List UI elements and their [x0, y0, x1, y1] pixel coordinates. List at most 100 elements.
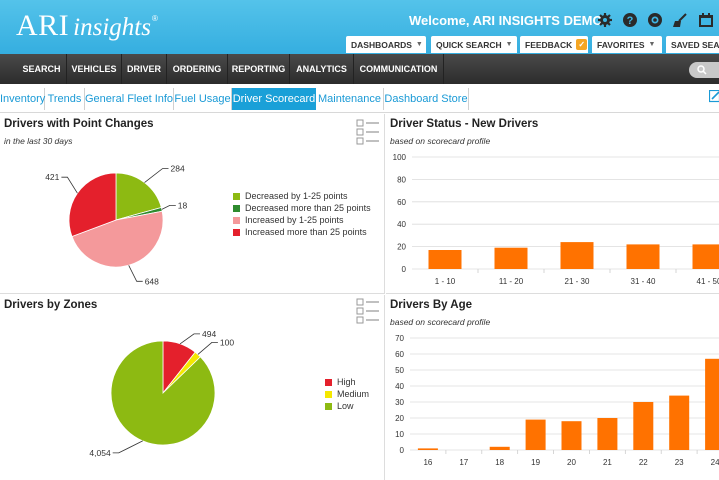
bar: [692, 244, 719, 269]
pie-value-label: 421: [45, 172, 59, 182]
legend-item: Low: [325, 400, 369, 412]
pie-label-connector: [112, 440, 143, 454]
help-icon[interactable]: ?: [622, 12, 638, 28]
pie-label-connector: [61, 176, 78, 194]
bar: [560, 242, 594, 269]
legend-label: Increased by 1-25 points: [245, 215, 344, 225]
tab-fuel-usage[interactable]: Fuel Usage: [174, 88, 232, 110]
pie-label-connector: [197, 342, 218, 355]
legend-swatch: [233, 192, 240, 200]
calendar-icon[interactable]: [698, 12, 714, 28]
x-tick-label: 24: [711, 458, 719, 467]
legend-item: Increased more than 25 points: [233, 226, 371, 238]
nav-item-communication[interactable]: COMMUNICATION: [354, 54, 444, 84]
bar: [633, 402, 654, 450]
gear-icon[interactable]: [597, 12, 613, 28]
main-nav: SEARCH VEHICLES DRIVER ORDERING REPORTIN…: [0, 54, 719, 84]
panel-options-icon[interactable]: [356, 119, 380, 145]
legend-label: High: [337, 377, 356, 387]
legend-swatch: [325, 378, 332, 386]
y-tick-label: 100: [393, 153, 407, 162]
legend-label: Decreased more than 25 points: [245, 203, 371, 213]
legend-swatch: [233, 204, 240, 212]
tab-trends[interactable]: Trends: [45, 88, 85, 110]
panel-title: Driver Status - New Drivers: [390, 118, 539, 130]
y-tick-label: 40: [395, 382, 404, 391]
edit-icon[interactable]: [709, 90, 719, 103]
y-tick-label: 60: [395, 350, 404, 359]
favorites-menu-label: FAVORITES: [597, 39, 645, 50]
panel-options-icon[interactable]: [356, 298, 380, 324]
bar: [597, 418, 618, 450]
bar: [525, 419, 546, 450]
chevron-down-icon: ▼: [415, 41, 423, 48]
legend-swatch: [233, 228, 240, 236]
ari-insights-logo[interactable]: ARI insights ®: [16, 9, 158, 43]
pie-value-label: 284: [171, 164, 185, 174]
pie-value-label: 18: [178, 200, 188, 210]
quick-search-menu-button[interactable]: QUICK SEARCH ▼: [431, 36, 517, 53]
pie-value-label: 100: [220, 337, 234, 347]
tab-dashboard-store[interactable]: Dashboard Store: [384, 88, 469, 110]
pie-label-connector: [128, 265, 143, 282]
chevron-down-icon: ▼: [505, 41, 513, 48]
pie-slice: [110, 340, 216, 446]
tab-driver-scorecard[interactable]: Driver Scorecard: [232, 88, 316, 110]
point-changes-pie-chart: 284 18 648 421: [45, 164, 188, 287]
pie-slice: [71, 210, 164, 268]
bar: [489, 446, 510, 450]
x-tick-label: 16: [423, 458, 432, 467]
x-tick-label: 1 - 10: [435, 277, 456, 286]
nav-search-field[interactable]: [689, 62, 719, 78]
nav-item-driver[interactable]: DRIVER: [122, 54, 167, 84]
quick-search-menu-label: QUICK SEARCH: [436, 39, 502, 50]
bar: [417, 448, 438, 450]
tab-general-fleet-info[interactable]: General Fleet Info: [85, 88, 174, 110]
feedback-menu-button[interactable]: FEEDBACK ✓: [520, 36, 588, 53]
favorites-menu-button[interactable]: FAVORITES ▼: [592, 36, 662, 53]
panel-title: Drivers with Point Changes: [4, 118, 154, 130]
pie-value-label: 494: [202, 329, 216, 339]
zones-pie-chart: 494 100 4,054: [89, 329, 234, 458]
support-icon[interactable]: [647, 12, 663, 28]
pie-slice: [68, 172, 117, 238]
nav-item-ordering[interactable]: ORDERING: [167, 54, 228, 84]
logo-ari-text: ARI: [16, 9, 70, 42]
zones-legend: High Medium Low: [325, 376, 369, 412]
nav-item-analytics[interactable]: ANALYTICS: [290, 54, 354, 84]
x-tick-label: 22: [639, 458, 648, 467]
x-tick-label: 20: [567, 458, 576, 467]
feedback-icon: ✓: [576, 39, 588, 50]
nav-item-search[interactable]: SEARCH: [17, 54, 67, 84]
nav-item-vehicles[interactable]: VEHICLES: [67, 54, 122, 84]
driver-status-bar-chart: 0 20 40 60 80 100 1 - 10 11 - 20 21 - 30 31 - 40 4…: [393, 153, 719, 286]
panel-zones: Drivers by Zones 494 100 4,054 High Medium…: [0, 295, 385, 480]
dashboards-menu-button[interactable]: DASHBOARDS ▼: [346, 36, 426, 53]
y-tick-label: 60: [397, 198, 406, 207]
legend-item: Medium: [325, 388, 369, 400]
legend-swatch: [325, 390, 332, 398]
y-tick-label: 20: [397, 243, 406, 252]
tab-maintenance[interactable]: Maintenance: [316, 88, 384, 110]
saved-searches-menu-label: SAVED SEAR: [671, 39, 719, 50]
bar: [494, 247, 528, 269]
saved-searches-menu-button[interactable]: SAVED SEAR: [666, 36, 719, 53]
x-tick-label: 41 - 50: [697, 277, 719, 286]
top-header: ARI insights ® Welcome, ARI INSIGHTS DEM…: [0, 0, 719, 54]
x-tick-label: 31 - 40: [631, 277, 656, 286]
broom-icon[interactable]: [672, 12, 688, 28]
bar: [561, 421, 582, 450]
y-tick-label: 0: [400, 446, 405, 455]
panel-subtitle: based on scorecard profile: [390, 317, 491, 327]
tab-inventory[interactable]: Inventory: [0, 88, 45, 110]
legend-swatch: [325, 402, 332, 410]
y-tick-label: 40: [397, 220, 406, 229]
legend-label: Medium: [337, 389, 370, 399]
x-tick-label: 17: [459, 458, 468, 467]
dashboard-tabs: Inventory Trends General Fleet Info Fuel…: [0, 84, 719, 113]
nav-item-reporting[interactable]: REPORTING: [228, 54, 290, 84]
svg-text:?: ?: [627, 15, 634, 27]
y-tick-label: 80: [397, 175, 406, 184]
logo-insights-text: insights: [73, 14, 151, 41]
legend-label: Low: [337, 401, 354, 411]
